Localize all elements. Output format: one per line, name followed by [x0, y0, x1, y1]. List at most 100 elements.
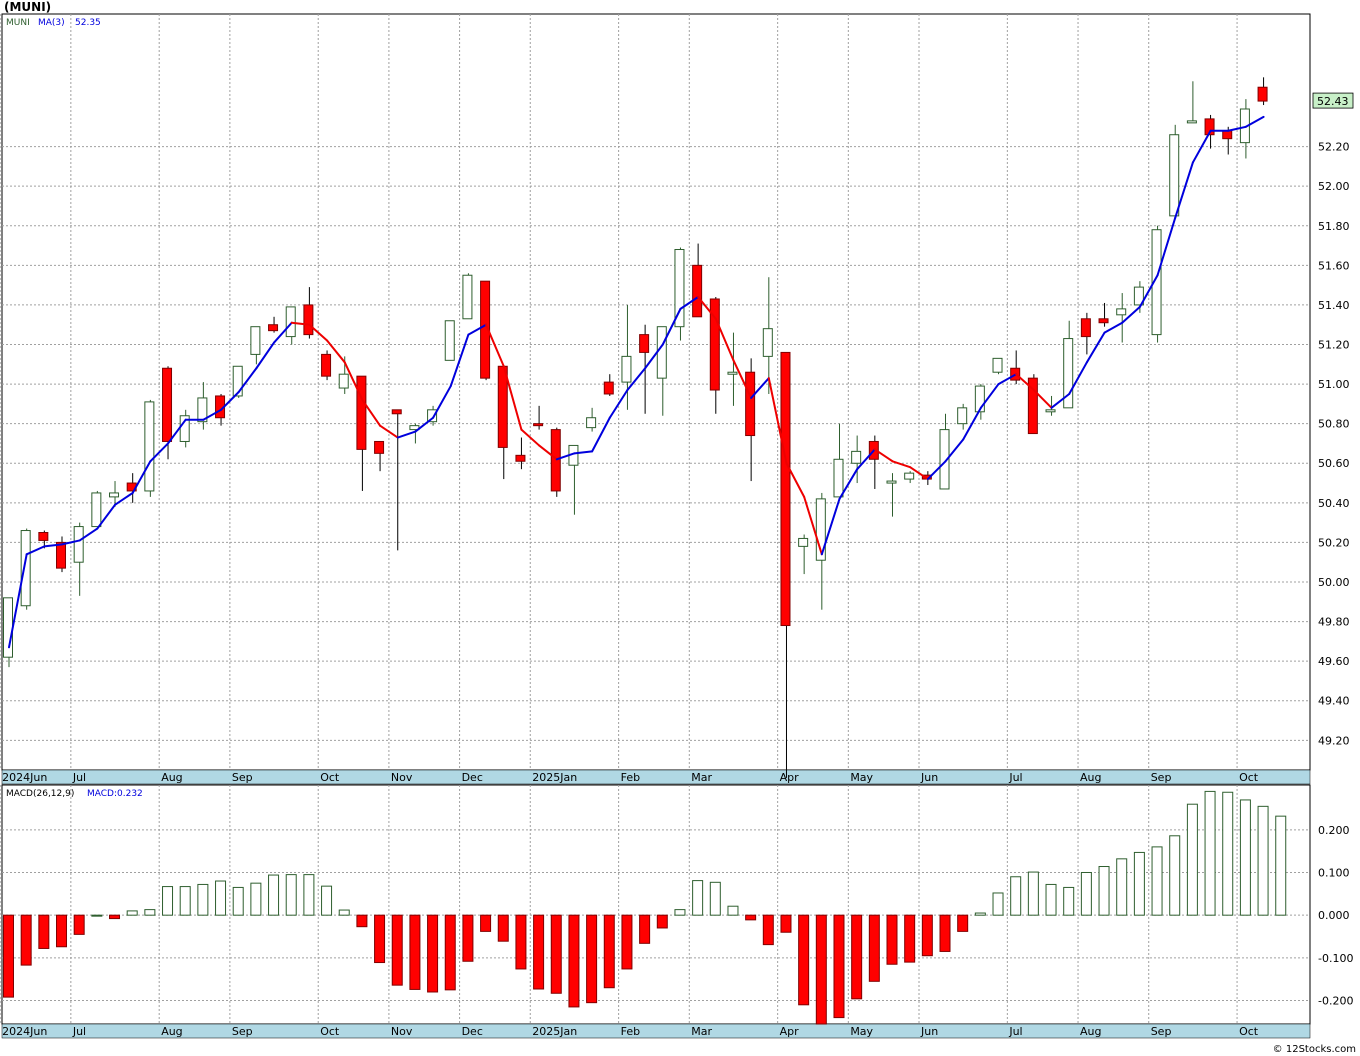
date-tick-label: Aug — [1080, 1025, 1101, 1038]
macd-bar — [497, 914, 509, 942]
date-tick-label: Sep — [1151, 771, 1172, 784]
date-tick-label: Jun — [920, 771, 938, 784]
price-y-tick-label: 49.40 — [1318, 695, 1350, 708]
macd-bar — [1116, 858, 1128, 916]
ma3-segment — [1244, 115, 1265, 128]
candle-body — [1133, 286, 1144, 306]
candle-body — [427, 409, 438, 423]
candle-body — [957, 407, 968, 425]
macd-bar — [621, 914, 633, 970]
date-tick-label: Sep — [232, 771, 253, 784]
candle-body — [444, 320, 455, 361]
candle-body — [480, 280, 491, 379]
ma3-segment — [1138, 274, 1159, 308]
ma3-segment — [202, 408, 223, 421]
candle-body — [1186, 120, 1197, 124]
macd-bar — [1204, 790, 1216, 916]
ma3-segment — [732, 359, 753, 399]
macd-bar — [1257, 805, 1269, 916]
ma3-segment — [1085, 331, 1106, 364]
macd-bar — [692, 880, 704, 916]
date-tick-label: Apr — [780, 771, 800, 784]
ma3-segment — [255, 341, 276, 370]
price-y-tick-label: 50.80 — [1318, 418, 1350, 431]
copyright-footer: © 12Stocks.com — [1272, 1044, 1356, 1055]
ma3-segment — [220, 391, 240, 411]
date-tick-label: 2025Jan — [532, 1025, 577, 1038]
ma3-segment — [361, 398, 382, 427]
date-tick-label: Dec — [462, 771, 483, 784]
ma3-segment — [273, 321, 293, 344]
macd-bar — [1151, 846, 1163, 916]
macd-bar — [727, 905, 739, 916]
date-tick-label: 2024Jun — [2, 1025, 47, 1038]
macd-bar — [232, 886, 244, 916]
macd-bar — [1098, 866, 1110, 916]
ma3-segment — [1174, 161, 1194, 219]
date-tick-label: May — [850, 1025, 873, 1038]
ma3-segment — [803, 495, 823, 556]
ma3-segment — [449, 333, 470, 388]
macd-bar — [356, 914, 368, 928]
macd-bar — [303, 874, 315, 916]
macd-bar — [762, 914, 774, 946]
macd-bar — [462, 914, 474, 962]
date-tick-label: Nov — [391, 1025, 413, 1038]
candle-body — [798, 537, 809, 547]
chart-title: (MUNI) — [4, 0, 52, 14]
macd-bar — [3, 914, 14, 998]
candle-body — [851, 450, 862, 464]
macd-bar — [921, 914, 933, 957]
macd-bar — [957, 914, 969, 932]
candle-body — [762, 328, 773, 357]
date-tick-label: Aug — [1080, 771, 1101, 784]
ma3-segment — [114, 491, 134, 506]
ma3-segment — [396, 430, 417, 439]
candle-body — [232, 365, 243, 397]
ma3-segment — [538, 444, 558, 461]
price-y-tick-label: 49.80 — [1318, 616, 1350, 629]
macd-bar — [126, 910, 138, 916]
candle-body — [550, 429, 561, 492]
ma3-segment — [679, 296, 700, 310]
date-tick-label: 2024Jun — [2, 771, 47, 784]
macd-bar — [1169, 835, 1181, 916]
ma3-segment — [1103, 321, 1124, 334]
ma3-segment — [149, 442, 170, 463]
macd-bar — [285, 874, 297, 916]
date-tick-label: Feb — [621, 1025, 640, 1038]
ma3-segment — [785, 462, 806, 498]
date-tick-label: Mar — [691, 771, 712, 784]
ma3-segment — [308, 323, 329, 342]
ma3-segment — [767, 377, 788, 465]
macd-bar — [391, 914, 403, 986]
macd-bar — [939, 914, 951, 952]
ma3-segment — [43, 543, 64, 548]
macd-bar — [91, 914, 103, 917]
macd-bar — [321, 885, 333, 916]
macd-bar — [338, 909, 350, 916]
price-date-axis — [1, 769, 1311, 785]
ma3-segment — [555, 452, 576, 461]
ma3-segment — [644, 343, 664, 370]
macd-bar — [109, 914, 121, 920]
macd-bar — [798, 914, 810, 1006]
macd-bar — [1010, 876, 1022, 916]
candle-body — [603, 381, 614, 395]
ma3-segment — [591, 416, 611, 453]
ma3-segment — [1227, 125, 1247, 132]
date-tick-label: Nov — [391, 771, 413, 784]
ma3-segment — [820, 497, 841, 556]
date-tick-label: Apr — [780, 1025, 800, 1038]
ma3-segment — [1121, 305, 1141, 324]
ma3-segment — [379, 424, 399, 439]
candle-body — [250, 326, 261, 355]
ma3-segment — [61, 539, 81, 546]
ma3-segment — [167, 418, 187, 445]
candle-body — [462, 274, 473, 320]
ma3-segment — [962, 406, 982, 441]
ma3-segment — [979, 383, 1000, 409]
macd-y-tick-label: -0.100 — [1318, 952, 1353, 965]
macd-bar — [144, 909, 156, 916]
candle-body — [20, 530, 31, 607]
